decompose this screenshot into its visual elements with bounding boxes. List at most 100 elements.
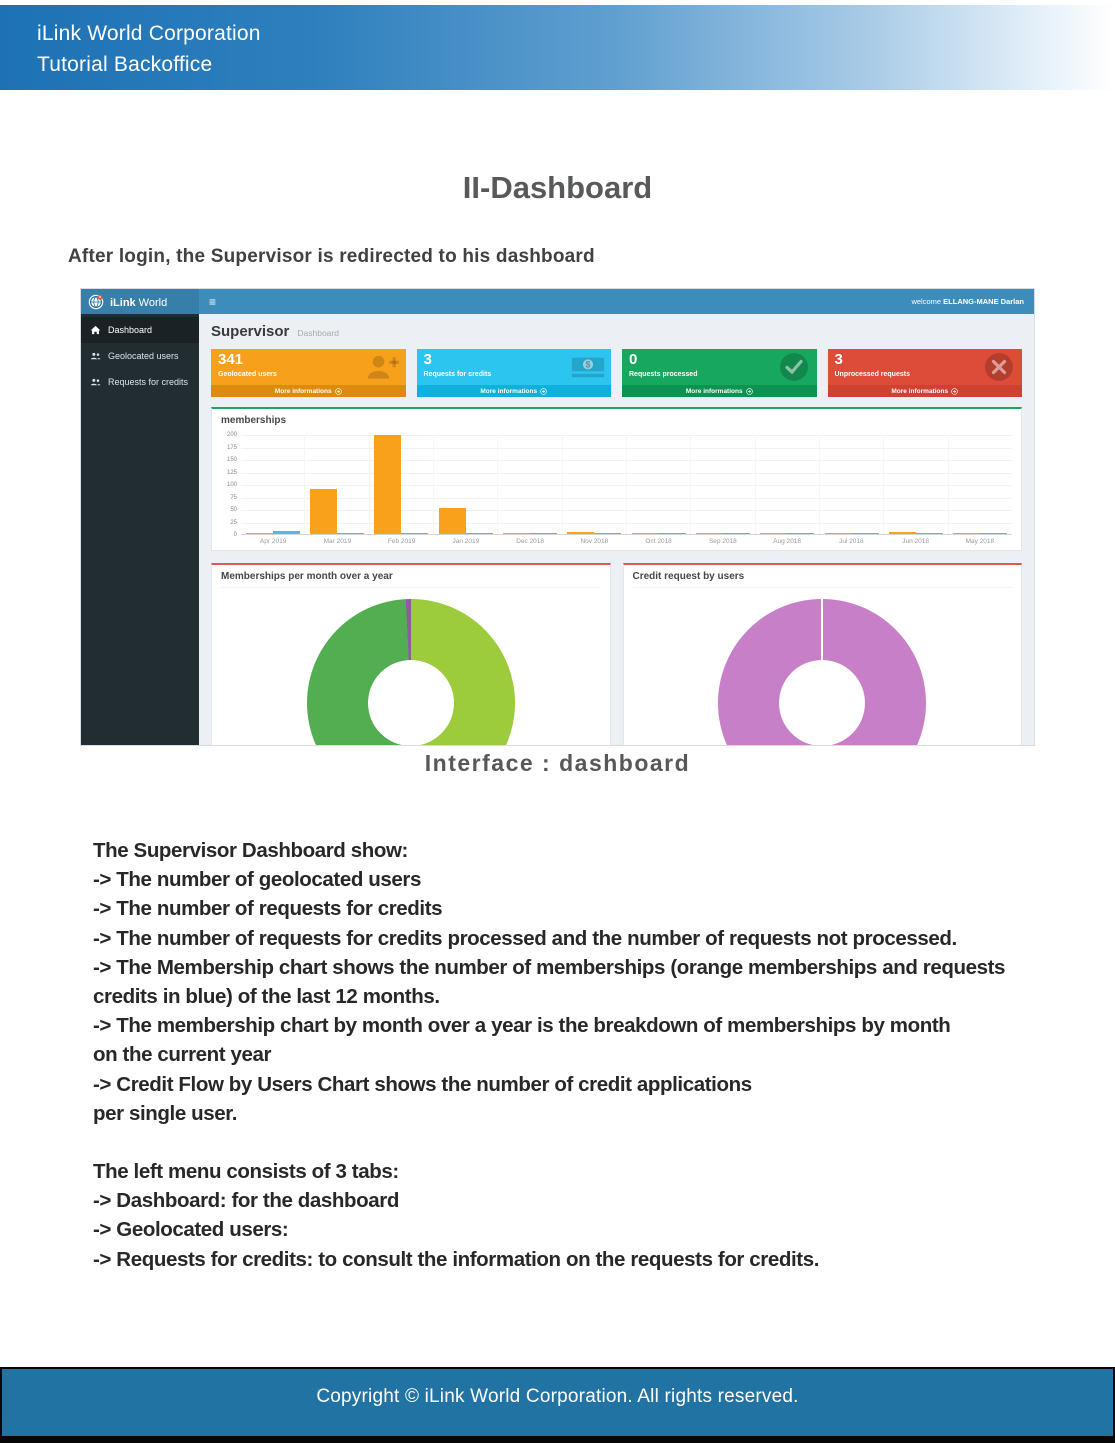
stat-card-value: 3 [834,351,843,368]
bar-requests-credits [272,531,300,534]
sidebar-item-geolocated-users[interactable]: Geolocated users [81,343,199,369]
brand-name-light: World [138,296,168,309]
stat-card-requests-for-credits: 3 Requests for credits $ More informations [416,349,611,397]
page-title: II-Dashboard [462,170,653,205]
y-tick-label: 75 [230,494,237,501]
bar-memberships [374,435,402,534]
stat-card-main: 3 Unprocessed requests [827,349,1022,385]
bar-memberships [245,533,273,534]
bar-chart: 200 175 150 125 100 75 50 25 0 [221,432,1012,538]
credit-donut-box: Credit request by users [622,563,1022,745]
bar-group [502,533,557,534]
content-heading: Supervisor [211,323,290,340]
stat-card-label: Geolocated users [218,371,277,378]
more-informations-link[interactable]: More informations [827,385,1022,397]
stat-card-label: Unprocessed requests [834,371,910,378]
brand-name-bold: iLink [110,296,136,309]
bar-column-apr-2019 [241,435,304,534]
credit-donut-title: Credit request by users [632,571,1012,588]
x-tick-label: Jul 2018 [839,538,864,545]
x-tick-label: Dec 2018 [516,538,545,545]
bar-column-mar-2019 [304,435,368,534]
x-tick-label: Aug 2018 [773,538,802,545]
bar-column-nov-2018 [561,435,626,534]
x-tick-label: Oct 2018 [645,538,672,545]
dashboard-content: Supervisor Dashboard 341 Geolocated users… [199,314,1034,745]
bar-requests-credits [401,533,429,534]
intro-text: After login, the Supervisor is redirecte… [68,246,595,267]
paragraph-line: credits in blue) of the last 12 months. [93,985,440,1009]
user-plus-icon [366,352,400,382]
bar-requests-credits [980,533,1008,534]
document-footer: Copyright © iLink World Corporation. All… [0,1367,1115,1443]
bar-group [888,532,943,534]
bar-column-oct-2018 [625,435,690,534]
bar-group [567,532,622,534]
bar-requests-credits [594,533,622,534]
more-informations-link[interactable]: More informations [622,385,817,397]
more-informations-label: More informations [274,387,332,395]
bar-chart-xlabels: Apr 2019 Mar 2019 Feb 2019 Jan 2019 Dec 2018… [241,538,1012,545]
more-informations-label: More informations [480,387,538,395]
stat-card-value: 341 [218,351,244,368]
bar-group [760,533,815,534]
bar-requests-credits [915,533,943,534]
brand-logo[interactable]: iLink World [81,289,199,314]
bar-group [245,531,300,534]
credit-donut-chart [718,599,927,745]
sidebar-item-label: Geolocated users [108,351,179,361]
sidebar-toggle-button[interactable]: ≡ [209,294,217,309]
bar-column-aug-2018 [754,435,819,534]
y-tick-label: 200 [226,432,237,438]
users-icon [90,351,101,361]
y-tick-label: 100 [226,482,237,488]
y-tick-label: 0 [233,532,237,538]
bar-group [631,533,686,534]
stat-card-value: 3 [423,351,432,368]
bar-column-jan-2019 [432,435,497,534]
bar-memberships [631,533,659,534]
paragraph: The Supervisor Dashboard show: -> The num… [93,836,1058,1128]
memberships-donut-chart [306,599,515,745]
sidebar-item-requests-for-credits[interactable]: Requests for credits [81,369,199,395]
dashboard-navbar: iLink World ≡ welcome ELLANG-MANE Darlan [81,289,1034,314]
sidebar-item-dashboard[interactable]: Dashboard [81,317,199,343]
bar-requests-credits [787,533,815,534]
bar-memberships [567,532,595,534]
more-informations-link[interactable]: More informations [211,385,406,397]
bar-group [309,489,364,534]
bar-requests-credits [658,533,686,534]
paragraph-line: -> Geolocated users: [93,1218,289,1242]
bar-column-jul-2018 [818,435,883,534]
y-tick-label: 150 [226,457,237,463]
x-tick-label: Feb 2019 [387,538,416,545]
paragraph-line: The Supervisor Dashboard show: [93,839,408,862]
y-tick-label: 25 [230,519,237,526]
check-circle-icon [777,352,811,382]
dashboard-screenshot: iLink World ≡ welcome ELLANG-MANE Darlan … [80,288,1035,746]
bar-chart-plot [241,435,1012,535]
y-tick-label: 50 [230,507,237,513]
paragraph-line: -> Credit Flow by Users Chart shows the … [93,1072,752,1096]
bar-column-sep-2018 [690,435,754,534]
user-menu[interactable]: welcome ELLANG-MANE Darlan [911,297,1024,306]
stat-card-main: 341 Geolocated users [211,349,406,385]
header-subtitle-line: Tutorial Backoffice [37,53,213,76]
content-header: Supervisor Dashboard [211,323,1022,340]
bar-memberships [695,533,723,534]
paragraph-line: -> Dashboard: for the dashboard [93,1189,399,1213]
paragraph-line: per single user. [93,1101,237,1125]
stat-card-value: 0 [629,351,638,368]
y-tick-label: 125 [226,469,237,476]
paragraph-line: -> The Membership chart shows the number… [93,955,1006,979]
x-circle-icon [982,352,1016,382]
bar-column-jun-2018 [883,435,947,534]
more-informations-link[interactable]: More informations [416,385,611,397]
bar-chart-yaxis: 200 175 150 125 100 75 50 25 0 [221,432,241,538]
paragraph-line: -> The number of requests for credits [93,897,443,921]
home-icon [90,325,101,335]
sidebar-item-label: Dashboard [108,325,153,335]
paragraph: The left menu consists of 3 tabs: -> Dash… [93,1157,1058,1274]
bar-group [953,533,1008,534]
bar-memberships [760,533,788,534]
